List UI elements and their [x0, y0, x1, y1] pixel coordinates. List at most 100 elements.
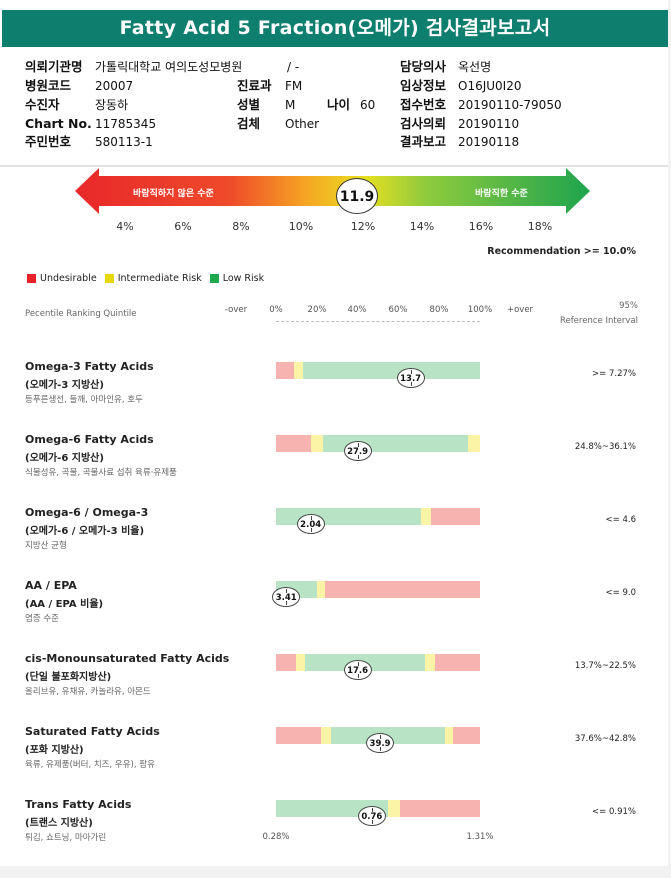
bar-segment-red	[400, 800, 480, 817]
gauge-undesirable-label: 바람직하지 않은 수준	[133, 189, 214, 199]
percentile-bar	[276, 435, 480, 452]
bar-segment-yel	[310, 435, 323, 452]
scale-label: 80%	[429, 305, 449, 315]
info-label: 결과보고	[400, 134, 447, 149]
legend-item: Intermediate Risk	[104, 273, 202, 284]
analyte-korean-name: (트랜스 지방산)	[25, 818, 93, 829]
bar-segment-red	[453, 727, 480, 744]
info-label: 진료과	[237, 78, 272, 93]
risk-legend: Undesirable Intermediate Risk Low Risk	[27, 273, 272, 286]
info-value: 옥선명	[458, 60, 492, 74]
result-value-marker: 0.76	[357, 806, 386, 826]
bar-segment-red	[276, 435, 311, 452]
info-value: M	[285, 98, 296, 112]
trans-scale-max: 1.31%	[466, 832, 494, 842]
bar-segment-red	[276, 362, 295, 379]
ref-interval-header-line2: Reference Interval	[559, 316, 638, 326]
analyte-name: Omega-6 Fatty Acids	[25, 433, 154, 446]
omega3-index-gauge	[75, 168, 590, 214]
legend-item: Undesirable	[27, 273, 97, 284]
trans-scale-min: 0.28%	[262, 832, 290, 842]
reference-interval: <= 9.0	[605, 588, 636, 598]
analyte-korean-name: (오메가-6 / 오메가-3 비율)	[25, 526, 145, 537]
scale-label: 40%	[347, 305, 367, 315]
info-label: 수진자	[25, 97, 60, 112]
analyte-food-sources: 지방산 균형	[25, 541, 67, 551]
gauge-tick-label: 10%	[288, 220, 314, 233]
gauge-value-marker: 11.9	[336, 178, 378, 214]
percentile-bar	[276, 581, 480, 598]
analyte-food-sources: 육류, 유제품(버터, 치즈, 우유), 팜유	[25, 760, 155, 770]
percentile-bar	[276, 654, 480, 671]
result-row: Trans Fatty Acids (트랜스 지방산) 튀김, 쇼트닝, 마아가린 <…	[0, 798, 668, 868]
scale-label: +over	[506, 305, 534, 315]
analyte-food-sources: 튀김, 쇼트닝, 마아가린	[25, 833, 107, 843]
scale-label: 0%	[269, 305, 283, 315]
info-value: 20190110-79050	[458, 98, 562, 112]
result-value-marker: 2.04	[296, 514, 325, 534]
reference-interval: 37.6%~42.8%	[574, 734, 636, 744]
legend-label: Undesirable	[40, 273, 97, 284]
bar-segment-yel	[294, 362, 303, 379]
result-value-marker: 13.7	[396, 368, 425, 388]
percentile-bar	[276, 362, 480, 379]
analyte-food-sources: 등푸른생선, 들깨, 아마인유, 호두	[25, 395, 143, 405]
scale-label: 60%	[388, 305, 408, 315]
gauge-tick-label: 8%	[232, 220, 250, 233]
reference-interval: <= 0.91%	[592, 807, 636, 817]
recommendation: Recommendation >= 10.0%	[487, 246, 636, 257]
info-label: 임상정보	[400, 78, 447, 93]
result-value-marker: 17.6	[343, 660, 372, 680]
info-label: 검체	[237, 116, 261, 131]
gauge-desirable-label: 바람직한 수준	[475, 189, 528, 199]
result-row: AA / EPA (AA / EPA 비율) 염증 수준 <= 9.0 3.41	[0, 579, 668, 649]
info-label: 병원코드	[25, 78, 72, 93]
analyte-korean-name: (포화 지방산)	[25, 745, 84, 756]
result-value-marker: 3.41	[272, 587, 301, 607]
result-row: cis-Monounsaturated Fatty Acids (단일 불포화지방…	[0, 652, 668, 722]
analyte-food-sources: 염증 수준	[25, 614, 59, 624]
info-label: 검사의뢰	[400, 116, 447, 131]
reference-interval: <= 4.6	[605, 515, 636, 525]
bar-segment-yel	[316, 581, 325, 598]
info-value: 장동하	[95, 98, 129, 112]
info-value: 20190110	[458, 117, 520, 131]
result-row: Omega-6 / Omega-3 (오메가-6 / 오메가-3 비율) 지방산 균…	[0, 506, 668, 576]
info-value: 20190118	[458, 135, 520, 149]
gauge-tick-label: 6%	[174, 220, 192, 233]
result-row: Saturated Fatty Acids (포화 지방산) 육류, 유제품(버터,…	[0, 725, 668, 795]
reference-interval: 24.8%~36.1%	[574, 442, 636, 452]
analyte-food-sources: 올리브유, 유채유, 카놀라유, 아몬드	[25, 687, 151, 697]
legend-swatch	[27, 274, 36, 283]
result-value-marker: 39.9	[366, 733, 395, 753]
scale-label: 100%	[467, 305, 493, 315]
bar-segment-yel	[320, 727, 332, 744]
analyte-korean-name: (오메가-3 지방산)	[25, 380, 104, 391]
bar-segment-red	[431, 508, 480, 525]
report-title: Fatty Acid 5 Fraction(오메가) 검사결과보고서	[2, 10, 668, 47]
bar-segment-red	[276, 727, 321, 744]
gauge-tick-label: 18%	[527, 220, 553, 233]
analyte-korean-name: (단일 불포화지방산)	[25, 672, 112, 683]
info-label: 의뢰기관명	[25, 59, 83, 74]
bar-segment-grn	[302, 362, 480, 379]
info-label: 주민번호	[25, 134, 72, 149]
analyte-name: Omega-3 Fatty Acids	[25, 360, 154, 373]
analyte-name: Omega-6 / Omega-3	[25, 506, 149, 519]
analyte-name: Trans Fatty Acids	[25, 798, 132, 811]
info-value: 580113-1	[95, 135, 153, 149]
gauge-tick-label: 16%	[468, 220, 494, 233]
result-value-marker: 27.9	[343, 441, 372, 461]
scale-label: -over	[224, 305, 248, 315]
gauge-tick-label: 14%	[409, 220, 435, 233]
info-label: Chart No.	[25, 116, 92, 131]
legend-item: Low Risk	[209, 273, 265, 284]
bar-segment-yel	[445, 727, 454, 744]
legend-label: Intermediate Risk	[117, 273, 202, 284]
info-value: 60	[360, 98, 376, 112]
legend-label: Low Risk	[222, 273, 265, 284]
gauge-arrow-shape	[75, 168, 590, 214]
reference-interval: 13.7%~22.5%	[574, 661, 636, 671]
analyte-korean-name: (AA / EPA 비율)	[25, 599, 104, 610]
bar-segment-yel	[388, 800, 401, 817]
